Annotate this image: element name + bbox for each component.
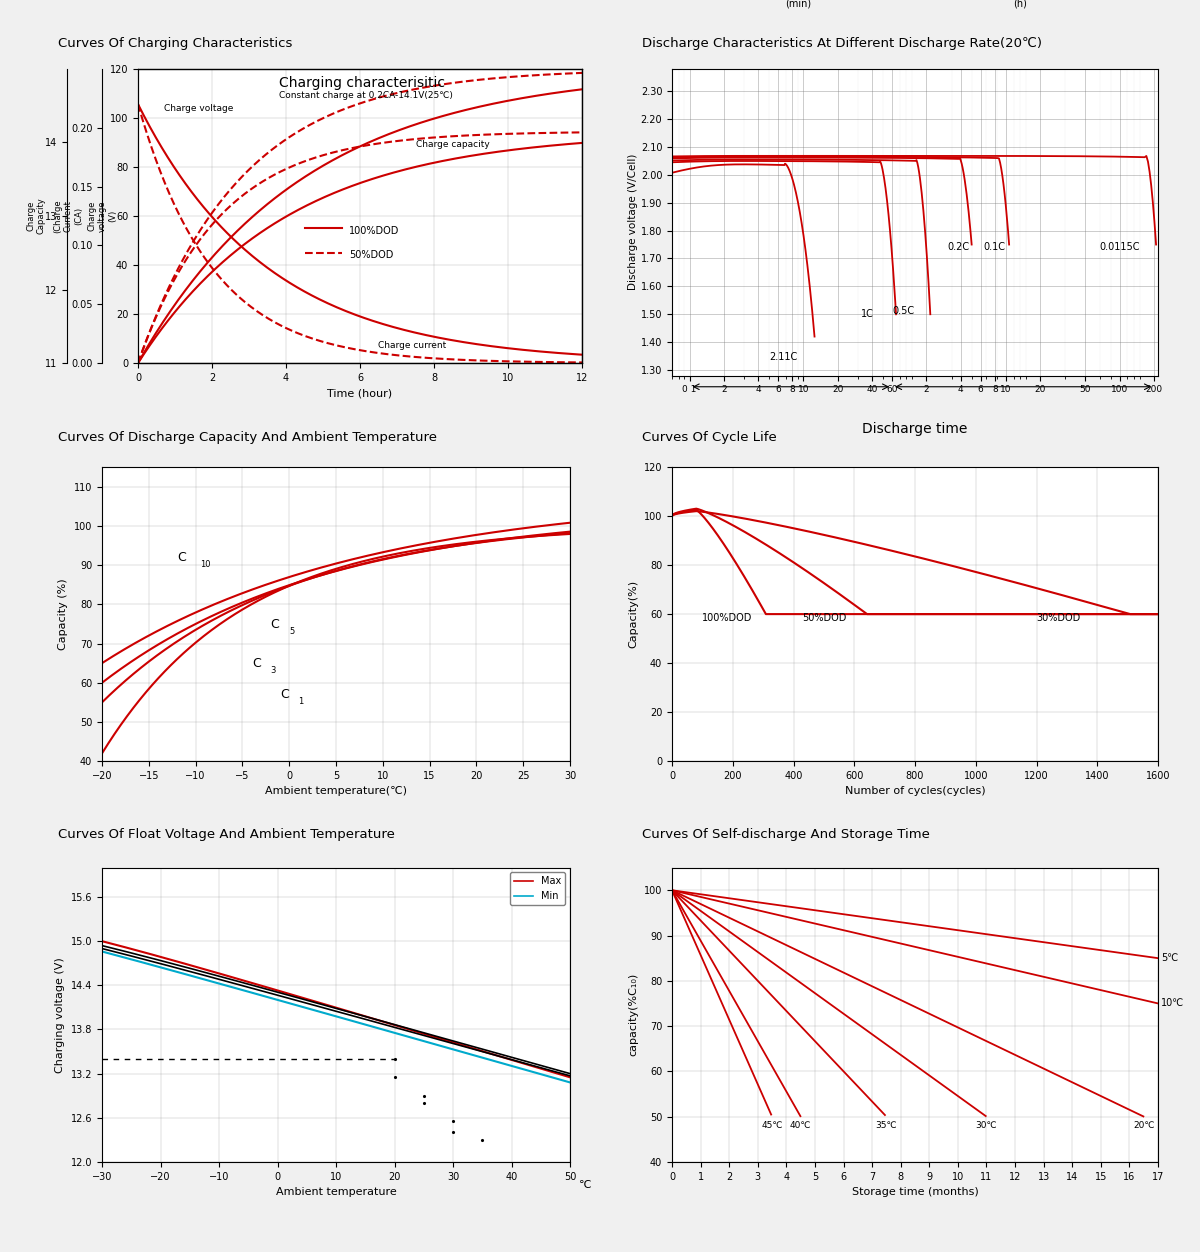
Y-axis label: Discharge voltage (V/Cell): Discharge voltage (V/Cell): [628, 154, 638, 290]
Text: ℃: ℃: [580, 1179, 592, 1189]
Text: (Charge
Current
(CA): (Charge Current (CA): [54, 199, 83, 233]
Text: 2.11C: 2.11C: [769, 352, 798, 362]
X-axis label: Ambient temperature(℃): Ambient temperature(℃): [265, 786, 407, 796]
Text: 10: 10: [200, 560, 211, 568]
Text: (h): (h): [1013, 0, 1027, 9]
Text: (min): (min): [785, 0, 811, 9]
Text: 45℃: 45℃: [761, 1121, 782, 1131]
X-axis label: Discharge time: Discharge time: [863, 422, 967, 436]
X-axis label: Time (hour): Time (hour): [328, 388, 392, 398]
Y-axis label: Capacity(%): Capacity(%): [629, 580, 638, 649]
Text: 5℃: 5℃: [1160, 953, 1178, 963]
Text: 100%DOD: 100%DOD: [349, 225, 400, 235]
Text: Charge capacity: Charge capacity: [415, 140, 490, 149]
Text: 1C: 1C: [860, 309, 874, 319]
Text: 0.5C: 0.5C: [892, 307, 914, 317]
Text: Curves Of Cycle Life: Curves Of Cycle Life: [642, 432, 776, 444]
Text: 1: 1: [299, 697, 304, 706]
Text: Constant charge at 0.2CA-14.1V(25℃): Constant charge at 0.2CA-14.1V(25℃): [278, 91, 452, 100]
Text: C: C: [176, 551, 186, 565]
Text: Charge current: Charge current: [378, 342, 446, 351]
Text: Curves Of Discharge Capacity And Ambient Temperature: Curves Of Discharge Capacity And Ambient…: [58, 432, 437, 444]
Text: Curves Of Self-discharge And Storage Time: Curves Of Self-discharge And Storage Tim…: [642, 829, 930, 841]
X-axis label: Storage time (months): Storage time (months): [852, 1187, 978, 1197]
Text: C: C: [280, 689, 288, 701]
Text: 10℃: 10℃: [1160, 998, 1184, 1008]
Text: 0.1C: 0.1C: [983, 242, 1006, 252]
Text: 30%DOD: 30%DOD: [1037, 613, 1081, 623]
Text: Charge
voltage
(V): Charge voltage (V): [88, 200, 116, 232]
Text: 100%DOD: 100%DOD: [702, 613, 752, 623]
Text: 35℃: 35℃: [876, 1121, 898, 1131]
Y-axis label: Charging voltage (V): Charging voltage (V): [55, 957, 65, 1073]
Legend: Max, Min: Max, Min: [510, 873, 565, 905]
Text: Charge voltage: Charge voltage: [164, 104, 233, 113]
Text: 40℃: 40℃: [790, 1121, 811, 1131]
Text: 3: 3: [270, 666, 276, 675]
Text: 0.2C: 0.2C: [948, 242, 970, 252]
Text: 5: 5: [289, 627, 294, 636]
Text: 50%DOD: 50%DOD: [803, 613, 847, 623]
Text: Curves Of Float Voltage And Ambient Temperature: Curves Of Float Voltage And Ambient Temp…: [58, 829, 395, 841]
Text: Curves Of Charging Characteristics: Curves Of Charging Characteristics: [58, 38, 292, 50]
Y-axis label: Capacity (%): Capacity (%): [59, 578, 68, 650]
Text: C: C: [270, 617, 280, 631]
Text: 50%DOD: 50%DOD: [349, 250, 394, 260]
Text: Charging characterisitic: Charging characterisitic: [278, 76, 445, 90]
Text: Charge
Capacity: Charge Capacity: [26, 198, 46, 234]
Text: Discharge Characteristics At Different Discharge Rate(20℃): Discharge Characteristics At Different D…: [642, 38, 1042, 50]
Text: 20℃: 20℃: [1133, 1121, 1154, 1131]
Text: 30℃: 30℃: [976, 1121, 997, 1131]
Y-axis label: capacity(%C₁₀): capacity(%C₁₀): [629, 973, 638, 1057]
Text: 0.0115C: 0.0115C: [1099, 242, 1140, 252]
X-axis label: Ambient temperature: Ambient temperature: [276, 1187, 396, 1197]
Text: C: C: [252, 657, 260, 670]
X-axis label: Number of cycles(cycles): Number of cycles(cycles): [845, 786, 985, 796]
